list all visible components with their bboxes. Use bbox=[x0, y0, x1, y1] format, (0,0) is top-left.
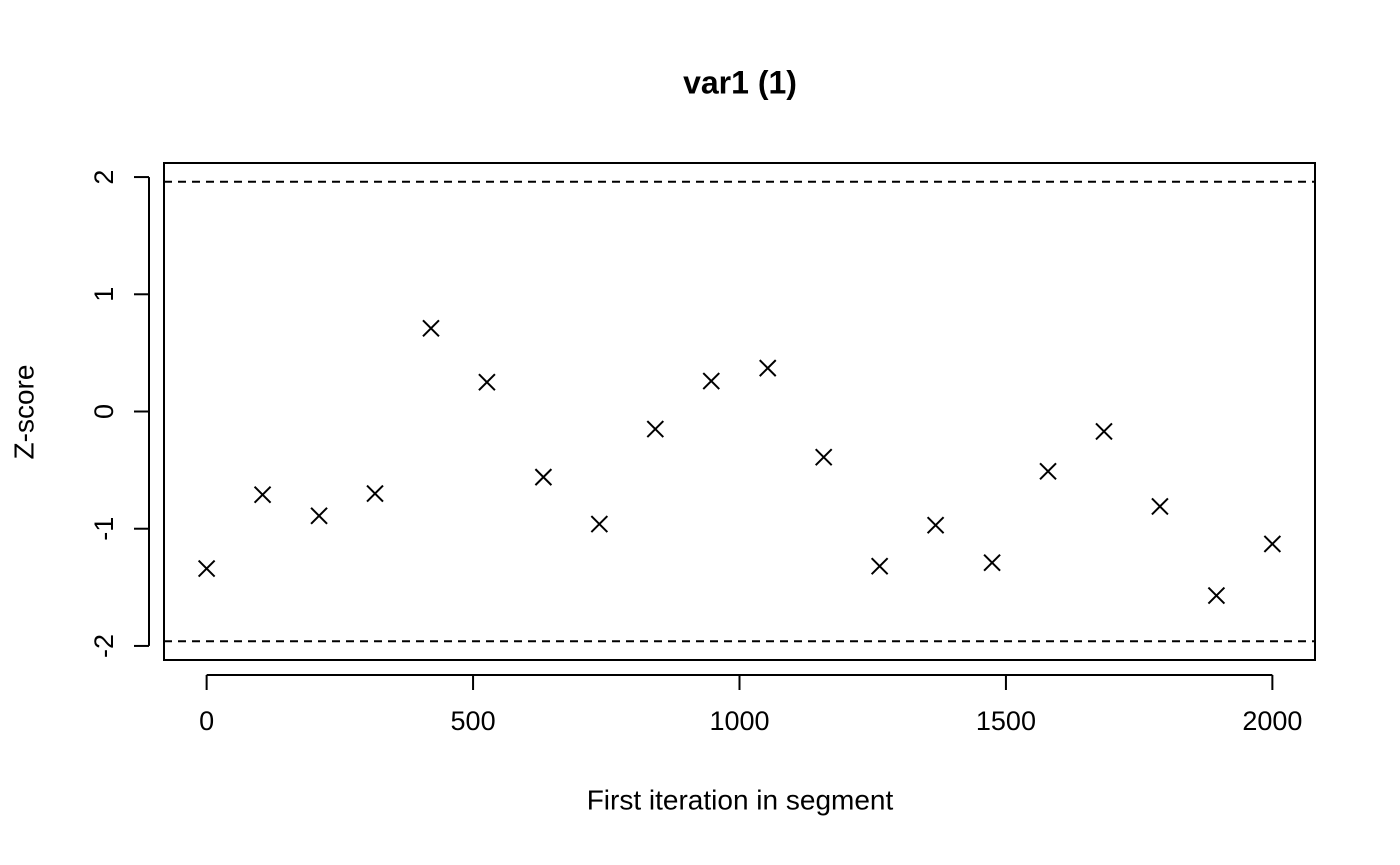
point bbox=[590, 515, 609, 533]
y-tick-label: -2 bbox=[89, 634, 119, 658]
y-tick-label: 1 bbox=[89, 287, 119, 302]
point bbox=[253, 486, 272, 504]
point bbox=[870, 557, 889, 575]
point bbox=[1151, 497, 1169, 516]
point bbox=[926, 516, 945, 534]
y-tick-label: 2 bbox=[89, 170, 119, 185]
x-tick-label: 2000 bbox=[1242, 706, 1302, 736]
point bbox=[1263, 535, 1282, 553]
point bbox=[366, 484, 384, 503]
point bbox=[759, 359, 777, 377]
y-tick-label: 0 bbox=[89, 404, 119, 419]
point bbox=[1095, 422, 1113, 441]
plot-frame bbox=[163, 162, 1316, 661]
point bbox=[814, 448, 833, 466]
point bbox=[1207, 586, 1226, 605]
chart-title: var1 (1) bbox=[683, 64, 797, 100]
x-tick-label: 1000 bbox=[709, 706, 769, 736]
point bbox=[310, 507, 328, 525]
point bbox=[646, 420, 665, 438]
y-axis-label: Z-score bbox=[8, 365, 39, 460]
x-tick-label: 1500 bbox=[976, 706, 1036, 736]
x-axis-label: First iteration in segment bbox=[587, 784, 894, 815]
point bbox=[983, 554, 1001, 572]
point bbox=[197, 559, 216, 578]
point bbox=[1039, 462, 1057, 480]
y-tick-label: -1 bbox=[89, 517, 119, 541]
x-tick-label: 0 bbox=[199, 706, 214, 736]
point bbox=[422, 319, 440, 337]
point bbox=[702, 372, 720, 390]
point bbox=[534, 468, 553, 486]
x-tick-label: 500 bbox=[451, 706, 496, 736]
point bbox=[478, 373, 496, 391]
